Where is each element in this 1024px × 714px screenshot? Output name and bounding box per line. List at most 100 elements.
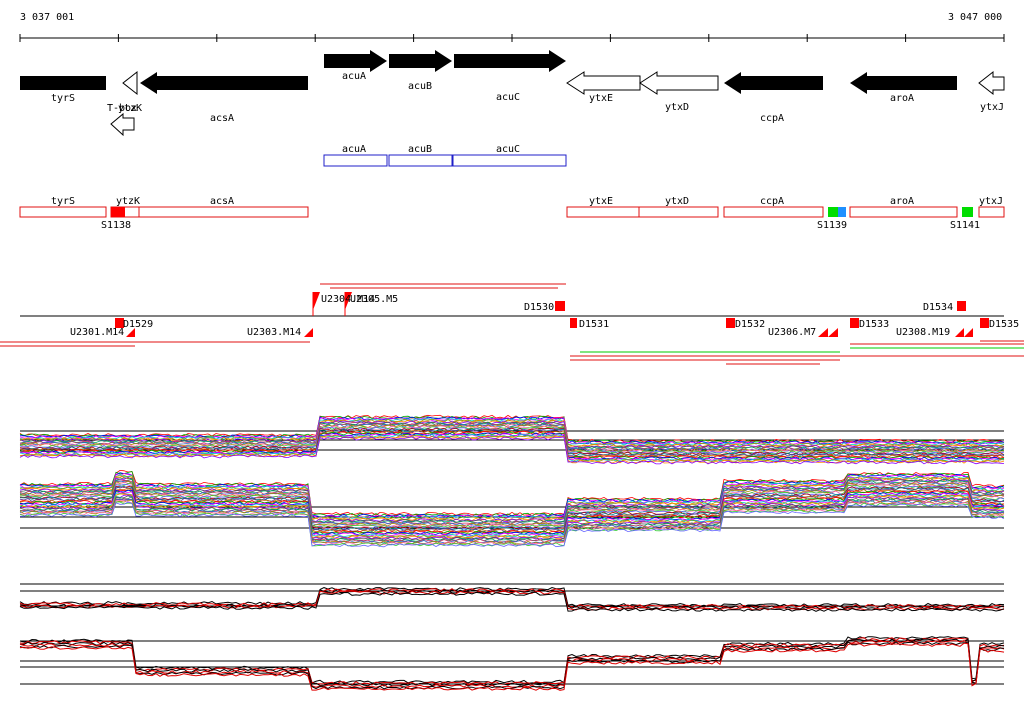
expression-trace xyxy=(19,417,1005,446)
operon-acuC[interactable] xyxy=(452,154,567,167)
expression-trace xyxy=(19,430,1005,459)
gene-label-acuA: acuA xyxy=(342,71,366,82)
segment-label-D1535: D1535 xyxy=(989,319,1019,330)
gene-label-ytzK: ytzK xyxy=(118,103,142,114)
expression-trace xyxy=(19,480,1005,526)
gene-T-box[interactable]: T-box xyxy=(107,103,137,137)
expression-trace xyxy=(19,479,1005,525)
site-marker-S1138[interactable] xyxy=(111,207,125,217)
operon-label-acuB: acuB xyxy=(408,144,432,155)
operon-label-ytzK: ytzK xyxy=(116,196,140,207)
expression-trace xyxy=(19,434,1005,462)
segment-label-U2304.M14: U2304.M14 xyxy=(321,294,375,305)
operon-aroA[interactable] xyxy=(849,206,958,218)
expression-trace xyxy=(19,588,1005,609)
expression-trace xyxy=(19,427,1005,456)
gene-acsA[interactable]: acsA xyxy=(140,72,308,124)
segment-label-D1530: D1530 xyxy=(524,302,554,313)
gene-ytzK[interactable]: ytzK xyxy=(118,70,142,114)
operon-label-tyrS: tyrS xyxy=(51,196,75,207)
segment-marker-D1532[interactable] xyxy=(726,318,735,328)
expression-trace xyxy=(19,500,1005,546)
segment-marker-D1529[interactable] xyxy=(115,318,124,328)
segment-label-U2305.M5: U2305.M5 xyxy=(350,294,398,305)
segment-flag-U2303[interactable] xyxy=(304,328,313,337)
segment-marker-D1531[interactable] xyxy=(570,318,577,328)
segment-label-U2306.M7: U2306.M7 xyxy=(768,327,816,338)
expression-trace xyxy=(19,436,1005,465)
operon-ytxE[interactable] xyxy=(566,206,640,218)
operon-label-aroA: aroA xyxy=(890,196,914,207)
gene-ytxD[interactable]: ytxD xyxy=(639,71,719,113)
expression-trace xyxy=(19,591,1005,612)
coordinate-ruler xyxy=(19,34,1005,42)
segment-marker-D1535[interactable] xyxy=(980,318,989,328)
expression-trace xyxy=(19,469,1005,516)
expression-trace xyxy=(19,421,1005,450)
ruler-start-label: 3 037 001 xyxy=(20,12,75,23)
site-marker-S1141[interactable] xyxy=(962,207,973,217)
segment-flag-U2305[interactable] xyxy=(345,292,352,310)
segmentation-track: U2304.M14 U2305.M5 D1530 D1534 U2301.M14… xyxy=(0,283,1024,365)
gene-label-ytxD: ytxD xyxy=(665,102,689,113)
expression-trace xyxy=(19,474,1005,520)
segment-label-D1533: D1533 xyxy=(859,319,889,330)
expression-trace xyxy=(19,434,1005,463)
expression-trace xyxy=(19,480,1005,527)
segment-marker-D1530[interactable] xyxy=(555,301,565,311)
gene-aroA[interactable]: aroA xyxy=(850,72,957,104)
operon-acsA[interactable] xyxy=(138,206,309,218)
gene-ytxE[interactable]: ytxE xyxy=(566,71,641,104)
operon-ytxD[interactable] xyxy=(638,206,719,218)
gene-label-acuC: acuC xyxy=(496,92,520,103)
gene-acuB[interactable]: acuB xyxy=(389,50,452,92)
average-panel-strand-plus xyxy=(19,583,1005,612)
operon-ytxJ[interactable] xyxy=(978,206,1005,218)
operon-label-acuA: acuA xyxy=(342,144,366,155)
expression-trace xyxy=(19,642,1005,691)
gene-label-ccpA: ccpA xyxy=(760,113,784,124)
gene-tyrS[interactable]: tyrS xyxy=(20,76,106,104)
gene-acuA[interactable]: acuA xyxy=(324,50,387,82)
gene-label-T-box: T-box xyxy=(107,103,137,114)
expression-trace xyxy=(19,636,1005,684)
expression-trace xyxy=(19,435,1005,464)
gene-label-ytxJ: ytxJ xyxy=(980,102,1004,113)
expression-trace xyxy=(19,493,1005,539)
gene-label-acsA: acsA xyxy=(210,113,234,124)
expression-trace xyxy=(19,590,1005,611)
segment-marker-D1534[interactable] xyxy=(957,301,966,311)
gene-ytxJ[interactable]: ytxJ xyxy=(978,70,1005,113)
segment-flag-U2306-b[interactable] xyxy=(828,328,838,337)
segment-flag-U2308-b[interactable] xyxy=(964,328,973,337)
operon-label-acuC: acuC xyxy=(496,144,520,155)
segment-label-U2301.M14: U2301.M14 xyxy=(70,327,124,338)
operon-label-ytxE: ytxE xyxy=(589,196,613,207)
gene-label-aroA: aroA xyxy=(890,93,914,104)
segment-flag-U2304[interactable] xyxy=(313,292,320,310)
expression-trace xyxy=(19,414,1005,443)
operon-tyrS[interactable] xyxy=(19,206,107,218)
operon-ccpA[interactable] xyxy=(723,206,824,218)
segment-flag-U2301[interactable] xyxy=(126,328,135,337)
segment-flag-U2308[interactable] xyxy=(955,328,964,337)
gene-label-acuB: acuB xyxy=(408,81,432,92)
segment-flag-U2306[interactable] xyxy=(818,328,828,337)
expression-panel-strand-plus xyxy=(19,414,1005,465)
gene-acuC[interactable]: acuC xyxy=(454,50,566,103)
expression-trace xyxy=(19,638,1005,687)
operon-acuA[interactable] xyxy=(323,154,388,167)
operon-label-ccpA: ccpA xyxy=(760,196,784,207)
expression-trace xyxy=(19,496,1005,542)
operon-acuB[interactable] xyxy=(388,154,453,167)
site-label-S1141: S1141 xyxy=(950,220,980,231)
site-marker-S1139-blue[interactable] xyxy=(838,207,846,217)
gene-ccpA[interactable]: ccpA xyxy=(724,72,823,124)
segment-marker-D1533[interactable] xyxy=(850,318,859,328)
gene-label-tyrS: tyrS xyxy=(51,93,75,104)
operon-label-acsA: acsA xyxy=(210,196,234,207)
operon-label-ytxD: ytxD xyxy=(665,196,689,207)
expression-trace xyxy=(19,422,1005,451)
operon-label-ytxJ: ytxJ xyxy=(979,196,1003,207)
site-marker-S1139-green[interactable] xyxy=(828,207,838,217)
